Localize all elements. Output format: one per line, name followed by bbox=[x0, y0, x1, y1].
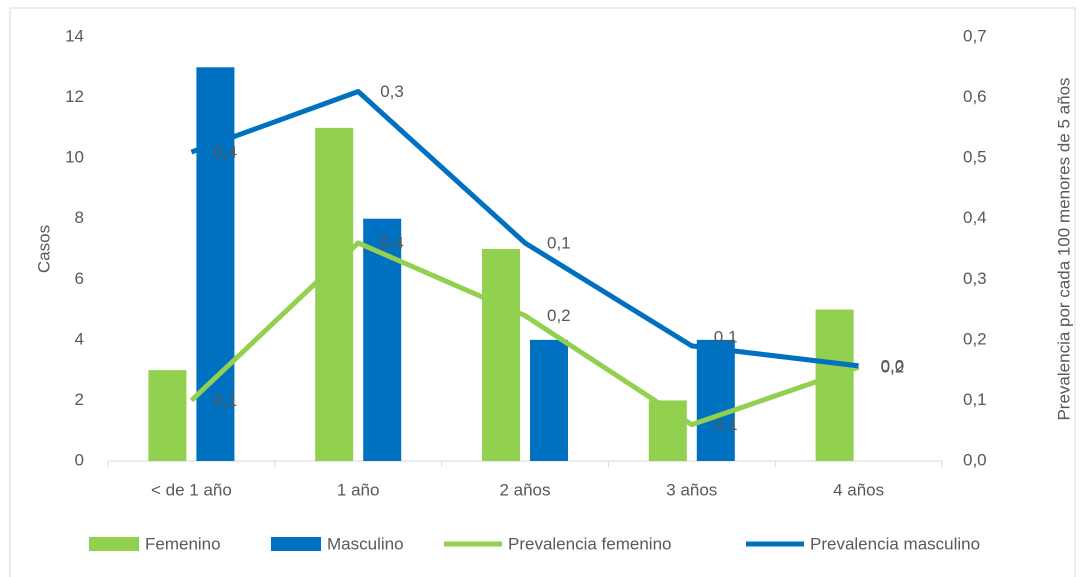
bar bbox=[315, 127, 354, 461]
bar bbox=[530, 339, 568, 461]
data-label: 0,0 bbox=[881, 356, 905, 375]
data-label: 0,1 bbox=[213, 391, 237, 410]
y2-tick-label: 0,0 bbox=[963, 450, 987, 469]
legend-label: Prevalencia femenino bbox=[508, 534, 671, 553]
bar bbox=[696, 339, 735, 461]
y2-tick-label: 0,7 bbox=[963, 26, 987, 45]
y-tick-label: 12 bbox=[65, 87, 84, 106]
data-label: 0,3 bbox=[380, 82, 404, 101]
legend-label: Prevalencia masculino bbox=[810, 534, 980, 553]
legend-label: Femenino bbox=[145, 534, 221, 553]
y-tick-label: 4 bbox=[75, 329, 84, 348]
y2-tick-label: 0,3 bbox=[963, 269, 987, 288]
line bbox=[190, 89, 859, 369]
y-axis-label: Casos bbox=[34, 225, 53, 273]
legend-swatch bbox=[89, 537, 139, 551]
data-label: 0,1 bbox=[547, 233, 571, 252]
data-label: 0,2 bbox=[547, 306, 571, 325]
y-tick-label: 0 bbox=[75, 450, 84, 469]
y2-tick-label: 0,4 bbox=[963, 208, 987, 227]
y-tick-label: 6 bbox=[75, 269, 84, 288]
bar bbox=[196, 67, 235, 462]
y2-tick-label: 0,1 bbox=[963, 390, 987, 409]
x-tick-label: < de 1 año bbox=[151, 480, 232, 499]
x-tick-label: 4 años bbox=[833, 480, 884, 499]
bar bbox=[482, 249, 520, 461]
data-label: 0,1 bbox=[714, 327, 738, 346]
y-tick-label: 14 bbox=[65, 26, 84, 45]
data-label: 0,4 bbox=[380, 233, 404, 252]
legend-label: Masculino bbox=[327, 534, 404, 553]
bar bbox=[148, 370, 187, 461]
y2-axis-label: Prevalencia por cada 100 menores de 5 añ… bbox=[1054, 77, 1073, 420]
x-tick-label: 2 años bbox=[499, 480, 550, 499]
y-tick-label: 8 bbox=[75, 208, 84, 227]
legend-swatch bbox=[271, 537, 321, 551]
x-tick-label: 1 año bbox=[337, 480, 380, 499]
x-tick-label: 3 años bbox=[666, 480, 717, 499]
line bbox=[189, 240, 860, 428]
y2-tick-label: 0,6 bbox=[963, 87, 987, 106]
y-tick-label: 2 bbox=[75, 390, 84, 409]
chart-frame bbox=[9, 7, 1076, 577]
data-label: 0,1 bbox=[714, 415, 738, 434]
y-tick-label: 10 bbox=[65, 148, 84, 167]
y2-tick-label: 0,2 bbox=[963, 329, 987, 348]
bar bbox=[815, 309, 854, 461]
y2-tick-label: 0,5 bbox=[963, 148, 987, 167]
data-label: 0,2 bbox=[881, 358, 905, 377]
data-label: 0,4 bbox=[213, 143, 237, 162]
